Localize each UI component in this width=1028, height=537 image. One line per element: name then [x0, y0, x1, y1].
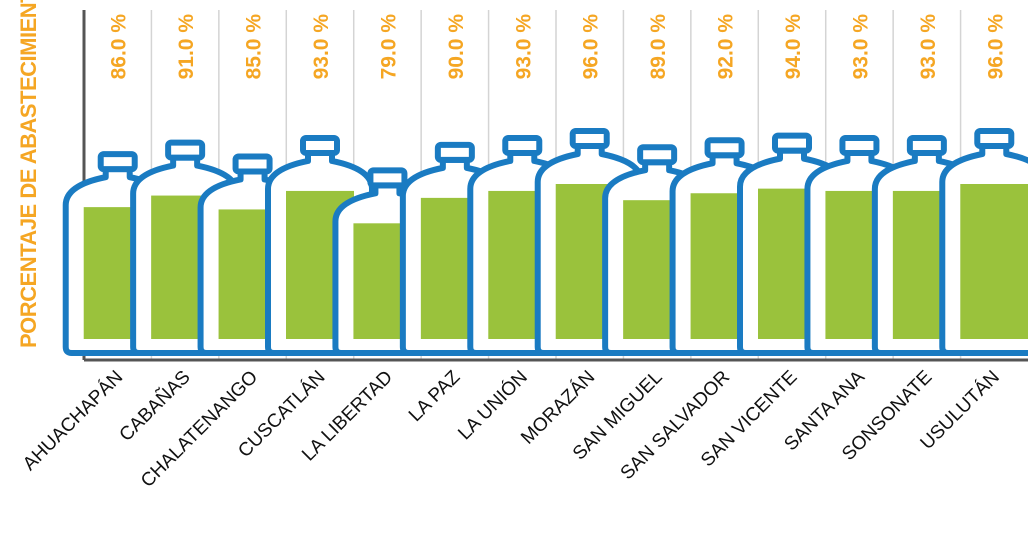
bottle-cap	[704, 137, 745, 159]
value-label: 94.0 %	[782, 14, 805, 80]
category-label: AHUACHAPÁN	[19, 367, 127, 475]
bottle-cap	[974, 128, 1015, 149]
value-label: 85.0 %	[243, 14, 266, 80]
bottle-cap	[569, 128, 610, 149]
bottle-cap	[232, 153, 273, 175]
bottle-fill	[960, 184, 1028, 339]
value-label: 96.0 %	[580, 14, 603, 80]
bottle-cap	[772, 132, 812, 154]
bottle-bar	[939, 128, 1028, 356]
value-labels-group: 86.0 % 91.0 % 85.0 % 93.0 % 79.0 % 90.0 % 93.0…	[108, 14, 1008, 80]
value-label: 79.0 %	[377, 14, 400, 80]
bottle-cap	[97, 151, 138, 173]
value-label: 93.0 %	[849, 14, 872, 80]
value-label: 86.0 %	[108, 14, 131, 80]
value-label: 93.0 %	[512, 14, 535, 80]
bottle-cap	[637, 144, 678, 166]
bottle-cap	[300, 134, 340, 156]
bottle-cap	[434, 141, 475, 163]
bottle-cap	[165, 139, 206, 161]
category-label: LA PAZ	[405, 366, 465, 426]
bottle-cap	[502, 134, 543, 156]
bottles-group	[62, 128, 1028, 356]
value-label: 93.0 %	[917, 14, 940, 80]
value-label: 91.0 %	[175, 14, 198, 80]
category-label: CHALATENANGO	[137, 367, 262, 492]
bottle-cap	[367, 167, 408, 189]
bottle-cap	[906, 134, 947, 156]
value-label: 93.0 %	[310, 14, 333, 80]
value-label: 89.0 %	[647, 14, 670, 80]
bottle-cap	[839, 134, 880, 156]
category-labels-group: AHUACHAPÁNCABAÑASCHALATENANGOCUSCATLÁNLA…	[19, 366, 1004, 492]
value-label: 92.0 %	[715, 14, 738, 80]
value-label: 96.0 %	[984, 14, 1007, 80]
y-axis-title: PORCENTAJE DE ABASTECIMIENTO	[16, 0, 41, 348]
value-label: 90.0 %	[445, 14, 468, 80]
